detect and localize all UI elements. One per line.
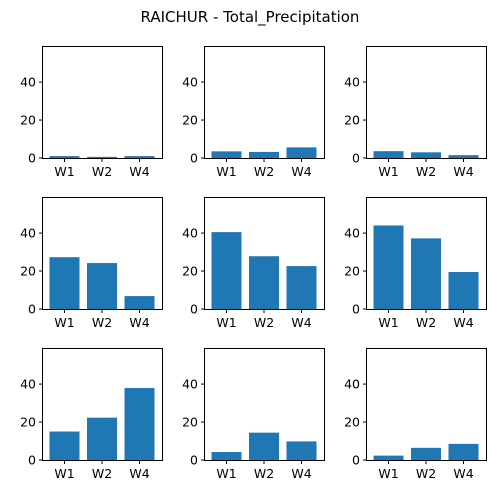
bar-w4 (448, 271, 479, 309)
bar-w1 (49, 257, 80, 309)
bar-w2 (249, 151, 279, 158)
x-tick-label: W4 (291, 315, 311, 330)
bar-w1 (211, 452, 242, 460)
subplot-8: 0 20 40 W1 W2 W4 (182, 348, 325, 481)
x-tick-label: W4 (453, 315, 473, 330)
y-tick-label: 0 (352, 151, 360, 166)
x-tick-label: W4 (453, 466, 473, 481)
bar-w1 (373, 151, 404, 158)
x-tick-label: W4 (129, 315, 149, 330)
bar-w2 (411, 152, 441, 158)
x-tick-label: W1 (378, 164, 398, 179)
y-tick-label: 0 (352, 453, 360, 468)
subplot-2: 0 20 40 W1 W2 W4 (182, 46, 325, 179)
y-tick-label: 20 (182, 264, 198, 279)
subplot-7: 0 20 40 W1 W2 W4 (20, 348, 163, 481)
subplot-grid: 0 20 40 W1 W2 W4 0 20 40 W1 W2 W4 0 20 40 W1 W2 W4 0 20 40 W1… (20, 46, 487, 481)
subplot-3: 0 20 40 W1 W2 W4 (344, 46, 487, 179)
y-tick-label: 20 (20, 264, 36, 279)
bar-w4 (124, 296, 155, 309)
bar-w4 (286, 147, 317, 158)
x-tick-label: W2 (416, 315, 436, 330)
x-tick-label: W1 (216, 315, 236, 330)
axes-frame (366, 348, 487, 461)
x-tick-label: W2 (416, 164, 436, 179)
subplot-1: 0 20 40 W1 W2 W4 (20, 46, 163, 179)
x-tick-label: W2 (254, 466, 274, 481)
y-tick-label: 40 (344, 226, 360, 241)
x-tick-label: W2 (254, 164, 274, 179)
x-tick-label: W2 (92, 466, 112, 481)
axes-frame (366, 46, 487, 159)
x-tick-label: W1 (378, 466, 398, 481)
y-tick-label: 0 (190, 453, 198, 468)
bar-w1 (211, 151, 242, 158)
x-tick-label: W4 (291, 164, 311, 179)
bar-w2 (87, 156, 117, 158)
subplot-5: 0 20 40 W1 W2 W4 (182, 197, 325, 330)
bar-w2 (249, 256, 279, 309)
x-tick-label: W1 (54, 466, 74, 481)
bar-w2 (411, 447, 441, 460)
y-tick-label: 20 (182, 113, 198, 128)
bar-w2 (249, 432, 279, 460)
y-tick-label: 20 (344, 113, 360, 128)
bar-w1 (49, 431, 80, 460)
y-tick-label: 20 (20, 415, 36, 430)
chart-title: RAICHUR - Total_Precipitation (141, 8, 360, 27)
y-tick-label: 40 (344, 377, 360, 392)
x-tick-label: W1 (54, 315, 74, 330)
bar-w1 (49, 156, 80, 158)
y-tick-label: 0 (352, 302, 360, 317)
y-tick-label: 40 (20, 75, 36, 90)
subplot-4: 0 20 40 W1 W2 W4 (20, 197, 163, 330)
bar-w1 (373, 455, 404, 460)
y-tick-label: 40 (20, 226, 36, 241)
y-tick-label: 0 (28, 151, 36, 166)
bar-w1 (373, 225, 404, 309)
bar-w1 (211, 232, 242, 309)
x-tick-label: W2 (254, 315, 274, 330)
y-tick-label: 0 (190, 151, 198, 166)
y-tick-label: 0 (28, 453, 36, 468)
axes-frame (42, 46, 163, 159)
y-tick-label: 40 (344, 75, 360, 90)
bar-w2 (87, 263, 117, 309)
x-tick-label: W4 (129, 466, 149, 481)
bar-w4 (286, 441, 317, 460)
x-tick-label: W1 (216, 164, 236, 179)
x-tick-label: W4 (291, 466, 311, 481)
bar-w4 (448, 443, 479, 460)
subplot-6: 0 20 40 W1 W2 W4 (344, 197, 487, 330)
subplot-9: 0 20 40 W1 W2 W4 (344, 348, 487, 481)
x-tick-label: W4 (129, 164, 149, 179)
y-tick-label: 40 (182, 377, 198, 392)
bar-w4 (124, 388, 155, 460)
y-tick-label: 0 (190, 302, 198, 317)
axes-frame (204, 46, 325, 159)
x-tick-label: W4 (453, 164, 473, 179)
y-tick-label: 20 (344, 415, 360, 430)
bar-w2 (87, 417, 117, 460)
y-tick-label: 20 (20, 113, 36, 128)
y-tick-label: 40 (20, 377, 36, 392)
bar-w4 (448, 155, 479, 158)
bar-w4 (286, 266, 317, 309)
x-tick-label: W1 (216, 466, 236, 481)
y-tick-label: 20 (182, 415, 198, 430)
bar-w4 (124, 156, 155, 158)
y-tick-label: 40 (182, 226, 198, 241)
y-tick-label: 40 (182, 75, 198, 90)
x-tick-label: W2 (416, 466, 436, 481)
y-tick-label: 20 (344, 264, 360, 279)
x-tick-label: W2 (92, 315, 112, 330)
x-tick-label: W1 (54, 164, 74, 179)
y-tick-label: 0 (28, 302, 36, 317)
x-tick-label: W1 (378, 315, 398, 330)
bar-w2 (411, 238, 441, 309)
x-tick-label: W2 (92, 164, 112, 179)
